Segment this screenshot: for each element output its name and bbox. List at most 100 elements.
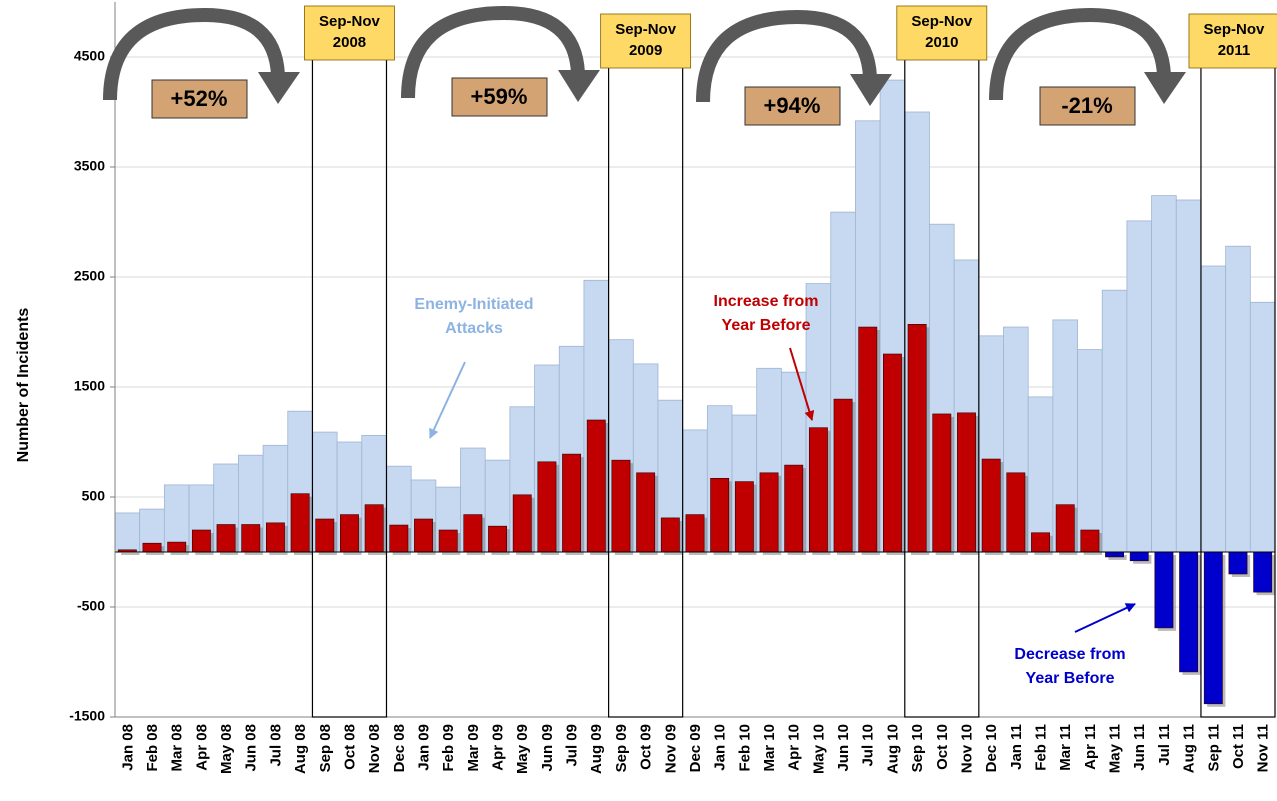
x-tick-label: Aug 10 <box>884 724 901 774</box>
curved-arrow-head <box>850 74 892 106</box>
change-bar <box>142 542 162 553</box>
x-tick-label: Aug 08 <box>292 724 309 774</box>
x-tick-label: Apr 09 <box>490 724 507 771</box>
x-tick-label: Sep 11 <box>1205 724 1222 772</box>
curved-arrow-head <box>258 72 300 104</box>
y-tick-label: 1500 <box>74 378 105 394</box>
change-bar <box>216 524 236 553</box>
x-tick-label: Jul 09 <box>564 724 581 767</box>
change-label: +59% <box>471 84 528 109</box>
period-label-box <box>600 13 692 69</box>
curved-arrow <box>696 9 877 103</box>
change-bar <box>1203 551 1223 705</box>
change-bar <box>414 518 433 553</box>
period-label: 2009 <box>629 42 662 59</box>
change-bar <box>265 522 285 553</box>
x-tick-label: Jul 10 <box>860 724 877 767</box>
period-label: Sep-Nov <box>911 13 973 30</box>
x-tick-label: Mar 08 <box>169 724 186 772</box>
series-label-line: Enemy-Initiated <box>414 296 533 313</box>
attack-bar <box>1200 265 1227 553</box>
x-tick-label: May 11 <box>1107 724 1124 773</box>
x-tick-label: Oct 11 <box>1230 724 1247 769</box>
change-bar <box>759 472 779 553</box>
x-tick-label: Jan 09 <box>415 724 432 771</box>
change-bar <box>1129 551 1149 562</box>
period-label-box <box>304 5 395 61</box>
curved-arrow <box>103 7 285 101</box>
change-bar <box>808 427 828 553</box>
change-bar <box>685 514 705 553</box>
x-tick-label: Oct 08 <box>341 724 358 770</box>
period-label-box <box>896 5 988 61</box>
change-bar <box>981 458 1001 553</box>
x-tick-label: Jun 08 <box>243 724 260 772</box>
change-box <box>744 86 841 126</box>
x-tick-label: Sep 08 <box>317 724 334 772</box>
change-bar <box>660 517 680 553</box>
change-bar <box>858 326 878 553</box>
change-bar <box>833 398 853 553</box>
annotation-arrow <box>1074 603 1136 633</box>
attack-bar <box>1027 396 1054 553</box>
x-tick-label: Apr 10 <box>786 724 803 771</box>
x-tick-label: Aug 11 <box>1181 724 1198 773</box>
change-bar <box>241 524 261 553</box>
period-box <box>311 39 388 718</box>
change-bar <box>1179 551 1199 673</box>
period-label: Sep-Nov <box>319 13 381 30</box>
x-tick-label: Mar 09 <box>465 724 482 772</box>
annotation-arrow <box>789 347 815 421</box>
y-tick-label: -500 <box>77 598 105 614</box>
x-tick-label: Jul 08 <box>267 724 284 767</box>
change-bar <box>438 529 458 553</box>
annotation: Year Before <box>722 317 811 334</box>
x-tick-label: Feb 09 <box>440 724 457 772</box>
x-tick-label: Aug 09 <box>588 724 605 774</box>
y-tick-label: 2500 <box>74 268 105 284</box>
change-box <box>1039 86 1136 126</box>
attack-bar <box>1151 195 1177 553</box>
change-bar <box>710 477 730 553</box>
x-tick-label: Dec 08 <box>391 724 408 772</box>
change-bar <box>463 514 483 553</box>
attack-bar <box>1249 301 1276 553</box>
change-bar <box>1253 551 1273 593</box>
x-tick-label: Jan 10 <box>712 724 729 771</box>
series-label-line: Attacks <box>445 320 503 337</box>
x-tick-label: Nov 10 <box>958 724 975 773</box>
x-tick-label: Nov 11 <box>1255 724 1272 772</box>
change-label: +52% <box>171 86 228 111</box>
change-bar <box>1055 504 1075 553</box>
x-tick-label: Jan 11 <box>1008 724 1025 770</box>
y-tick-label: 500 <box>82 488 106 504</box>
x-tick-label: Feb 08 <box>144 724 161 772</box>
change-bar <box>340 514 359 553</box>
x-tick-label: Oct 09 <box>638 724 655 770</box>
period-label: 2008 <box>333 34 366 51</box>
change-bar <box>191 529 211 553</box>
change-bar <box>734 481 754 553</box>
x-tick-label: Oct 10 <box>934 724 951 770</box>
x-tick-label: Sep 09 <box>613 724 630 772</box>
x-tick-label: Apr 08 <box>193 724 210 771</box>
x-tick-label: Dec 09 <box>687 724 704 772</box>
change-box <box>151 79 248 119</box>
change-bar <box>907 323 927 553</box>
x-tick-label: Jun 10 <box>835 724 852 772</box>
x-tick-label: Dec 10 <box>983 724 1000 772</box>
change-bar <box>883 353 902 553</box>
attack-bar <box>1225 245 1251 553</box>
y-tick-label: 4500 <box>74 48 105 64</box>
change-bar <box>1006 472 1026 553</box>
change-bar <box>1228 551 1248 575</box>
change-bar <box>389 524 409 553</box>
change-bar <box>315 518 335 553</box>
change-bar <box>512 494 532 553</box>
change-bar <box>562 453 582 553</box>
attack-bar <box>1077 349 1103 553</box>
change-bar <box>1154 551 1174 629</box>
x-tick-label: Feb 10 <box>736 724 753 772</box>
change-bar <box>611 459 631 553</box>
